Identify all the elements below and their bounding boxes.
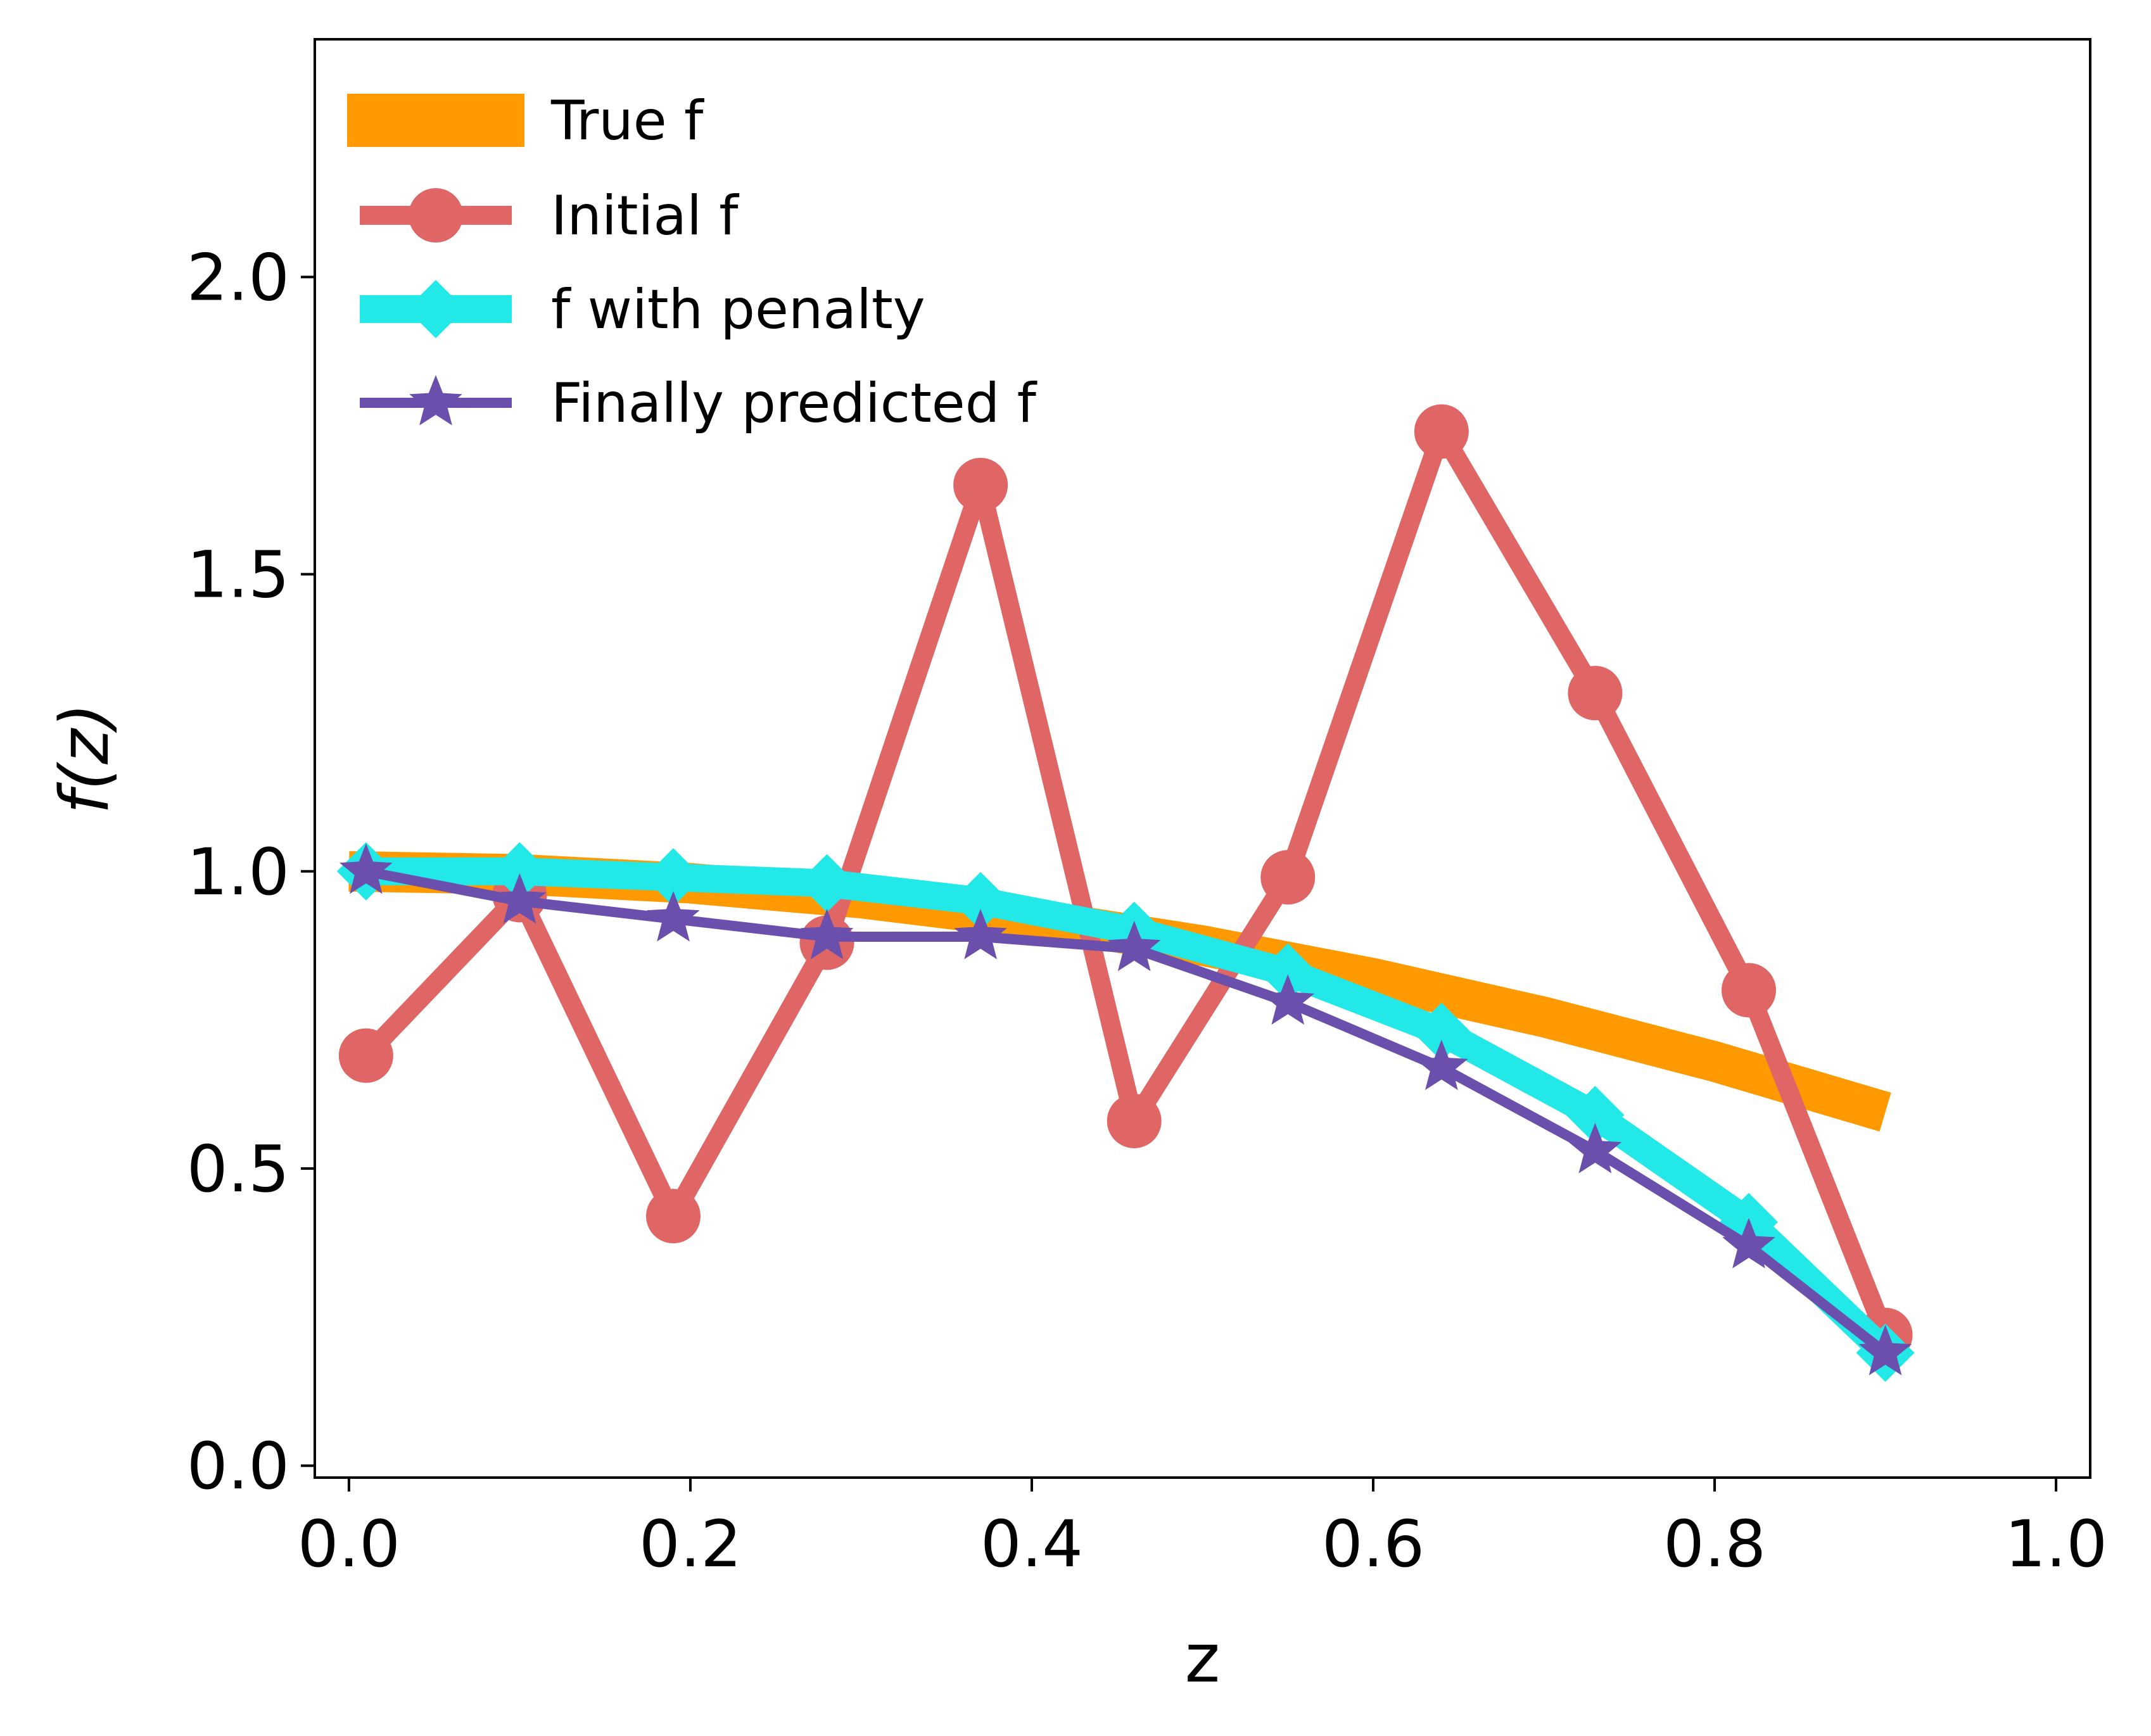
plot-area-frame bbox=[314, 38, 2091, 1479]
x-axis: 0.0 0.2 0.4 0.6 0.8 1.0 bbox=[298, 1478, 2107, 1582]
y-tick-label: 0.5 bbox=[187, 1132, 289, 1207]
data-point-diamond bbox=[1412, 1003, 1471, 1061]
data-point-circle bbox=[1414, 404, 1469, 459]
y-tick-label: 1.5 bbox=[187, 538, 289, 613]
legend-swatch bbox=[347, 94, 524, 147]
data-point-circle bbox=[338, 1028, 393, 1083]
x-axis-label: z bbox=[1185, 1619, 1221, 1697]
legend-item: f with penalty bbox=[360, 278, 925, 341]
data-point-diamond bbox=[644, 848, 702, 907]
legend-item: Initial f bbox=[360, 184, 739, 248]
data-point-diamond bbox=[490, 842, 549, 901]
data-point-circle bbox=[645, 1189, 701, 1244]
x-tick-label: 0.6 bbox=[1322, 1507, 1424, 1582]
x-tick-label: 0.8 bbox=[1663, 1507, 1766, 1582]
x-tick-label: 0.0 bbox=[298, 1507, 400, 1582]
data-point-star bbox=[1568, 1122, 1622, 1174]
legend-marker-diamond bbox=[407, 280, 465, 338]
data-point-diamond bbox=[797, 854, 856, 913]
y-axis-label: f(z) bbox=[46, 703, 124, 814]
data-point-circle bbox=[953, 457, 1008, 512]
data-point-star bbox=[1722, 1218, 1775, 1269]
legend-item: Finally predicted f bbox=[360, 372, 1037, 435]
data-point-star bbox=[954, 909, 1007, 960]
data-point-circle bbox=[1260, 850, 1316, 905]
data-point-circle bbox=[1107, 1093, 1162, 1148]
data-point-diamond bbox=[951, 871, 1010, 930]
x-tick-label: 1.0 bbox=[2005, 1507, 2107, 1582]
legend-marker-circle bbox=[409, 188, 463, 243]
legend-item: True f bbox=[347, 89, 704, 153]
legend-label: Initial f bbox=[551, 184, 739, 248]
data-point-diamond bbox=[1566, 1086, 1625, 1144]
x-tick-label: 0.2 bbox=[639, 1507, 742, 1582]
legend-marker-star bbox=[409, 375, 462, 426]
x-tick-label: 0.4 bbox=[980, 1507, 1083, 1582]
legend-label: Finally predicted f bbox=[551, 372, 1037, 435]
legend-label: True f bbox=[550, 89, 704, 153]
y-tick-label: 1.0 bbox=[187, 835, 289, 910]
data-point-star bbox=[1415, 1039, 1468, 1091]
y-tick-label: 2.0 bbox=[187, 240, 289, 315]
series-finally-predicted-f bbox=[339, 843, 1912, 1376]
data-point-circle bbox=[1721, 963, 1776, 1018]
data-point-star bbox=[647, 890, 700, 942]
data-point-star bbox=[1261, 974, 1315, 1025]
y-tick-label: 0.0 bbox=[187, 1429, 289, 1504]
data-point-star bbox=[339, 843, 393, 894]
y-axis: 0.0 0.5 1.0 1.5 2.0 bbox=[187, 240, 315, 1504]
data-point-diamond bbox=[1259, 943, 1317, 1002]
series-layer bbox=[336, 404, 1915, 1382]
data-point-star bbox=[1858, 1324, 1912, 1376]
legend: True f Initial f f with penalty Finally pre… bbox=[347, 89, 1037, 435]
data-point-star bbox=[1107, 920, 1161, 972]
legend-label: f with penalty bbox=[551, 278, 925, 341]
data-point-star bbox=[493, 873, 547, 924]
data-point-star bbox=[800, 909, 854, 960]
data-point-circle bbox=[1568, 666, 1623, 721]
